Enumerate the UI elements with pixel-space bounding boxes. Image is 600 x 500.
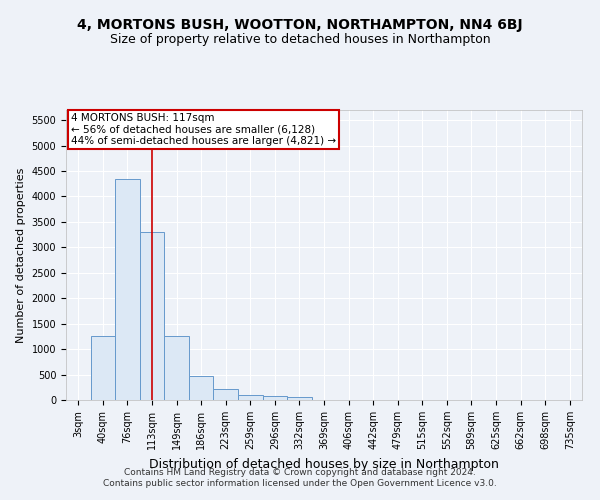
Bar [115, 178, 140, 400]
Bar [140, 232, 164, 400]
Bar [91, 336, 115, 400]
Bar [189, 376, 214, 400]
Text: 4, MORTONS BUSH, WOOTTON, NORTHAMPTON, NN4 6BJ: 4, MORTONS BUSH, WOOTTON, NORTHAMPTON, N… [77, 18, 523, 32]
Text: Size of property relative to detached houses in Northampton: Size of property relative to detached ho… [110, 32, 490, 46]
Text: Contains HM Land Registry data © Crown copyright and database right 2024.
Contai: Contains HM Land Registry data © Crown c… [103, 468, 497, 487]
Bar [164, 336, 189, 400]
Y-axis label: Number of detached properties: Number of detached properties [16, 168, 26, 342]
Bar [287, 397, 312, 400]
Text: 4 MORTONS BUSH: 117sqm
← 56% of detached houses are smaller (6,128)
44% of semi-: 4 MORTONS BUSH: 117sqm ← 56% of detached… [71, 113, 336, 146]
X-axis label: Distribution of detached houses by size in Northampton: Distribution of detached houses by size … [149, 458, 499, 470]
Bar [238, 396, 263, 400]
Bar [214, 389, 238, 400]
Bar [263, 396, 287, 400]
